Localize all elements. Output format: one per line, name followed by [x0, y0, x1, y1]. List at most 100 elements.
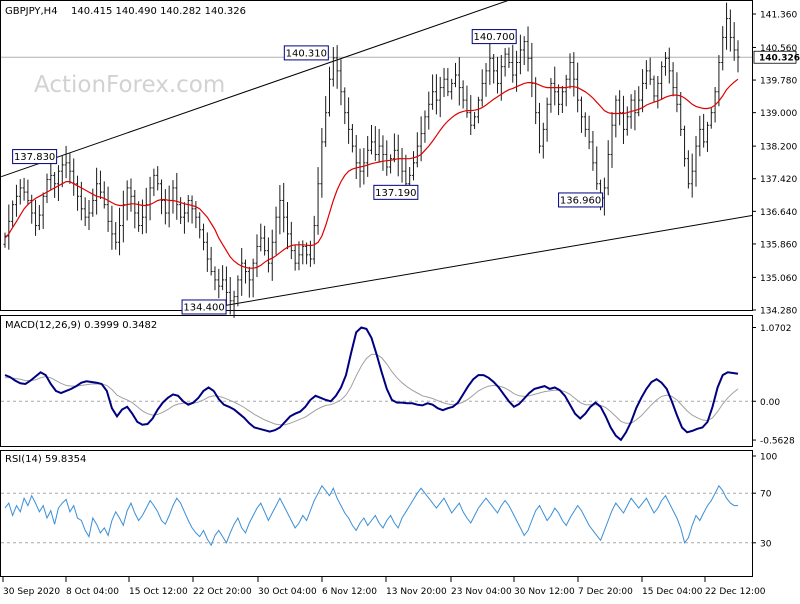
candle-bar — [423, 110, 427, 143]
candle-bar — [698, 115, 702, 157]
moving-average-group — [4, 78, 739, 269]
candle-bar — [545, 97, 549, 142]
candle-bar — [60, 155, 64, 188]
macd-tick-label: 0.00 — [760, 398, 780, 408]
candle-bar — [507, 47, 511, 69]
watermark: ActionForex.com — [34, 72, 225, 98]
candle-bar — [721, 26, 725, 71]
rsi-tick-label: 30 — [760, 539, 772, 549]
candle-bar — [228, 277, 232, 315]
candle-bar — [583, 112, 587, 137]
price-tick-label: 135.860 — [760, 240, 797, 250]
candle-bar — [91, 188, 95, 217]
candle-bar — [511, 44, 515, 83]
candle-bar — [198, 212, 202, 239]
candle-bar — [224, 266, 228, 306]
time-tick-label: 30 Nov 12:00 — [514, 587, 575, 597]
candle-bar — [49, 160, 53, 191]
price-tick-label: 140.560 — [760, 44, 797, 54]
candle-bar — [526, 26, 530, 72]
candle-bar — [343, 87, 347, 125]
price-panel-frame — [0, 0, 753, 311]
price-annotation: 137.830 — [12, 149, 58, 165]
macd-tick-label: -0.5628 — [760, 437, 795, 447]
annotation-label: 137.830 — [14, 152, 55, 163]
candle-bar — [537, 102, 541, 154]
macd-panel-frame — [0, 315, 753, 447]
candle-bar — [255, 234, 259, 278]
rsi-tick-label: 70 — [760, 490, 772, 500]
moving-average-line — [4, 78, 739, 269]
candle-bar — [114, 222, 118, 250]
candle-bar — [118, 207, 122, 256]
rsi-level-lines — [1, 492, 752, 544]
candle-bar — [381, 135, 385, 171]
candle-bar — [232, 290, 236, 318]
price-annotation: 140.310 — [283, 45, 329, 61]
annotation-box — [471, 29, 517, 45]
rsi-tick-label: 100 — [760, 453, 777, 463]
candle-bar — [427, 91, 431, 130]
candle-bar — [667, 47, 671, 84]
candle-bar — [450, 78, 454, 100]
time-tick-label: 30 Oct 04:00 — [258, 587, 317, 597]
candle-bar — [30, 194, 34, 224]
candle-bar — [87, 199, 91, 231]
candle-bar — [217, 268, 221, 299]
candle-bar — [564, 74, 568, 107]
candle-bar — [484, 63, 488, 97]
candle-bar — [602, 177, 606, 216]
candle-bar — [209, 246, 213, 276]
candle-bar — [163, 189, 167, 225]
candle-bar — [702, 113, 706, 148]
candle-bar — [725, 2, 729, 50]
candle-bar — [442, 67, 446, 98]
candle-bar — [671, 62, 675, 97]
trend-channel — [1, 1, 752, 310]
candle-bar — [683, 125, 687, 167]
candle-bar — [41, 192, 45, 229]
candle-bar — [568, 53, 572, 89]
time-tick-label: 6 Nov 12:00 — [322, 587, 377, 597]
time-tick-label: 30 Sep 2020 — [3, 587, 60, 597]
candle-bar — [438, 76, 442, 118]
price-y-axis: 141.360 140.560 139.780 139.000 138.200 137.4… — [752, 11, 800, 317]
time-tick-label: 15 Oct 12:00 — [129, 587, 188, 597]
candle-bar — [663, 52, 667, 76]
candle-bar — [648, 57, 652, 85]
candle-bar — [660, 61, 664, 100]
candle-bar — [694, 135, 698, 187]
candle-bar — [324, 96, 328, 147]
candle-bar — [385, 140, 389, 176]
candle-bar — [625, 106, 629, 136]
candle-bar — [518, 34, 522, 75]
candle-bar — [621, 95, 625, 145]
time-tick-label: 15 Dec 04:00 — [642, 587, 703, 597]
candle-bar — [98, 170, 102, 199]
rsi-panel-frame — [0, 450, 753, 577]
candle-bar — [213, 266, 217, 291]
candle-bar — [133, 190, 137, 229]
candle-bar — [595, 146, 599, 190]
macd-signal-line — [5, 353, 739, 426]
candle-bar — [320, 128, 324, 198]
candle-bar — [705, 121, 709, 152]
rsi-y-axis: 100 70 30 — [752, 453, 777, 549]
candle-bar — [476, 96, 480, 124]
candle-bar — [461, 80, 465, 109]
candle-bar — [205, 232, 209, 272]
candle-bar — [641, 69, 645, 113]
candle-bar — [560, 85, 564, 114]
candle-bar — [618, 90, 622, 126]
candle-bar — [152, 168, 156, 197]
candle-bar — [37, 205, 41, 231]
candle-bar — [186, 195, 190, 223]
current-price-badge — [753, 50, 797, 64]
candle-bar — [370, 125, 373, 155]
candle-bar — [579, 96, 583, 133]
candle-bar — [347, 97, 351, 144]
candle-bar — [411, 151, 415, 181]
candle-bar — [515, 50, 519, 92]
candle-bar — [247, 266, 251, 298]
